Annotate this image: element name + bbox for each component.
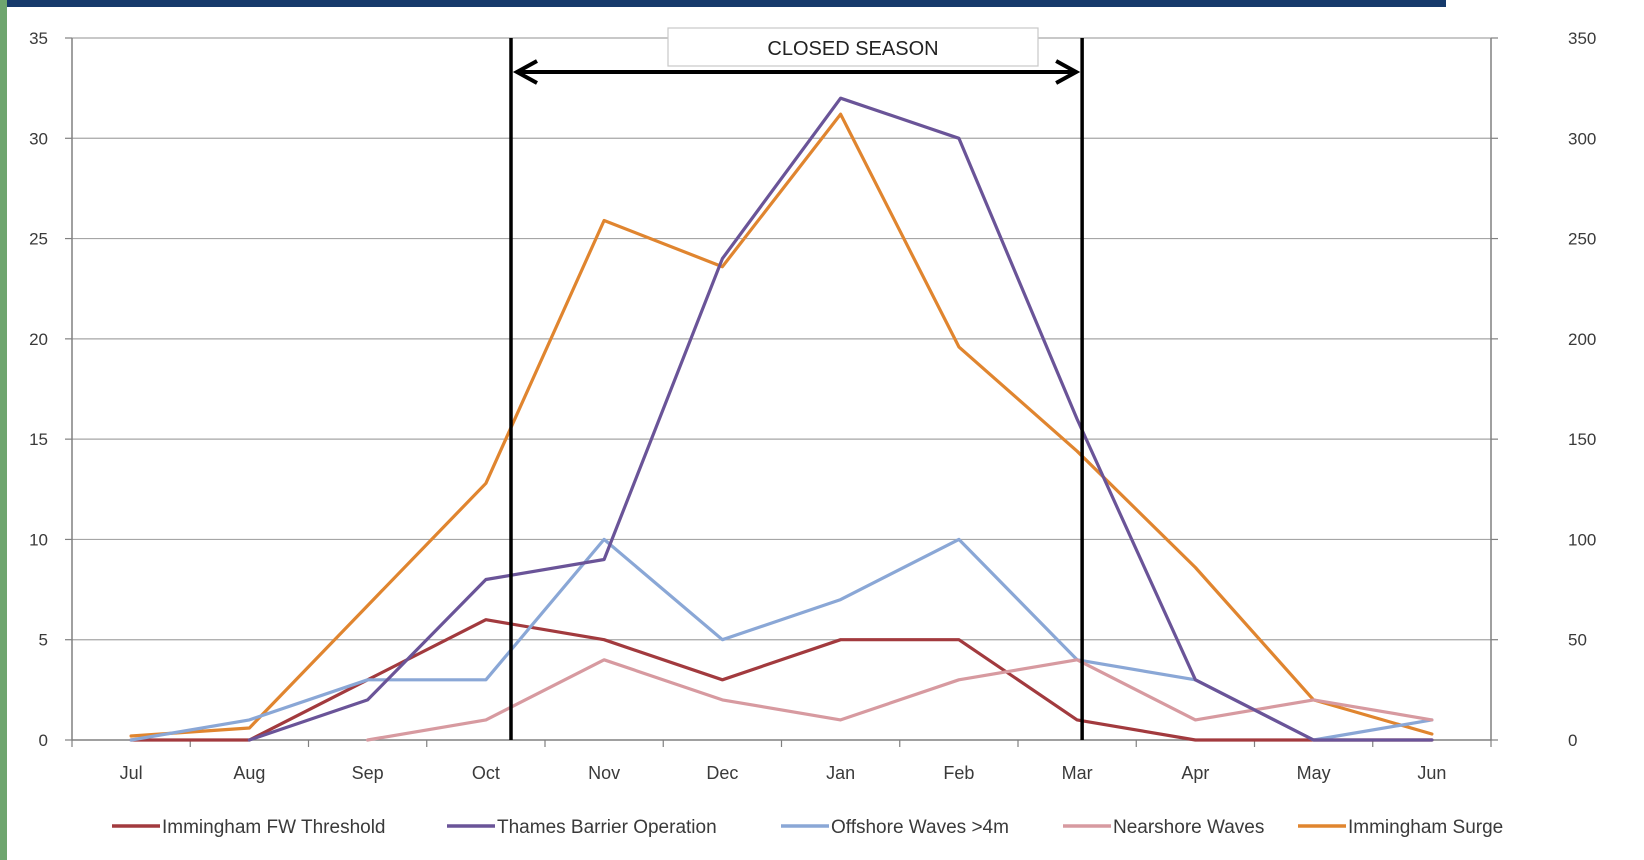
x-axis-tick-label: May [1297, 763, 1331, 783]
closed-season-annotation: CLOSED SEASON [509, 27, 1084, 740]
right-axis-tick-label: 150 [1568, 430, 1596, 449]
right-axis-tick-label: 250 [1568, 230, 1596, 249]
left-axis-tick-label: 30 [29, 129, 48, 148]
left-axis-tick-label: 25 [29, 230, 48, 249]
legend: Immingham FW Threshold Thames Barrier Ope… [112, 817, 1503, 838]
left-axis-tick-label: 0 [39, 731, 48, 750]
right-axis-tick-label: 50 [1568, 631, 1587, 650]
x-axis-tick-label: Jan [826, 763, 855, 783]
series-line-3 [366, 658, 1434, 742]
legend-label-1: Thames Barrier Operation [497, 817, 717, 838]
closed-season-arrow-right-head [1055, 59, 1081, 85]
legend-label-0: Immingham FW Threshold [162, 817, 386, 838]
right-axis-tick-label: 200 [1568, 330, 1596, 349]
series-line-4 [129, 112, 1434, 738]
series-lines [129, 96, 1434, 742]
right-axis-tick-label: 350 [1568, 29, 1596, 48]
x-axis-tick-label: Dec [706, 763, 738, 783]
gridlines [72, 37, 1491, 741]
left-axis-tick-label: 15 [29, 430, 48, 449]
left-border-edge [0, 0, 7, 860]
x-axis-tick-label: Aug [233, 763, 265, 783]
x-axis-tick-label: Jun [1417, 763, 1446, 783]
x-axis-tick-label: Sep [352, 763, 384, 783]
legend-label-2: Offshore Waves >4m [831, 817, 1009, 838]
x-axis-tick-label: Jul [120, 763, 143, 783]
right-axis-tick-label: 100 [1568, 530, 1596, 549]
right-axis-tick-label: 300 [1568, 129, 1596, 148]
legend-label-4: Immingham Surge [1348, 817, 1503, 838]
closed-season-arrow-left-head [512, 59, 538, 85]
legend-label-3: Nearshore Waves [1113, 817, 1264, 838]
closed-season-label: CLOSED SEASON [767, 38, 938, 60]
left-axis-tick-label: 5 [39, 631, 48, 650]
left-axis-tick-label: 35 [29, 29, 48, 48]
closed-season-label-box [667, 27, 1039, 67]
x-axis-tick-label: Oct [472, 763, 500, 783]
x-axis-tick-label: Mar [1062, 763, 1093, 783]
x-axis-tick-label: Nov [588, 763, 620, 783]
top-border-band [0, 0, 1446, 7]
series-line-1 [247, 96, 1434, 742]
x-axis-tick-label: Feb [943, 763, 974, 783]
x-axis-tick-label: Apr [1181, 763, 1209, 783]
left-axis-tick-label: 10 [29, 530, 48, 549]
right-axis-tick-label: 0 [1568, 731, 1577, 750]
left-axis-tick-label: 20 [29, 330, 48, 349]
series-line-0 [129, 618, 1434, 742]
